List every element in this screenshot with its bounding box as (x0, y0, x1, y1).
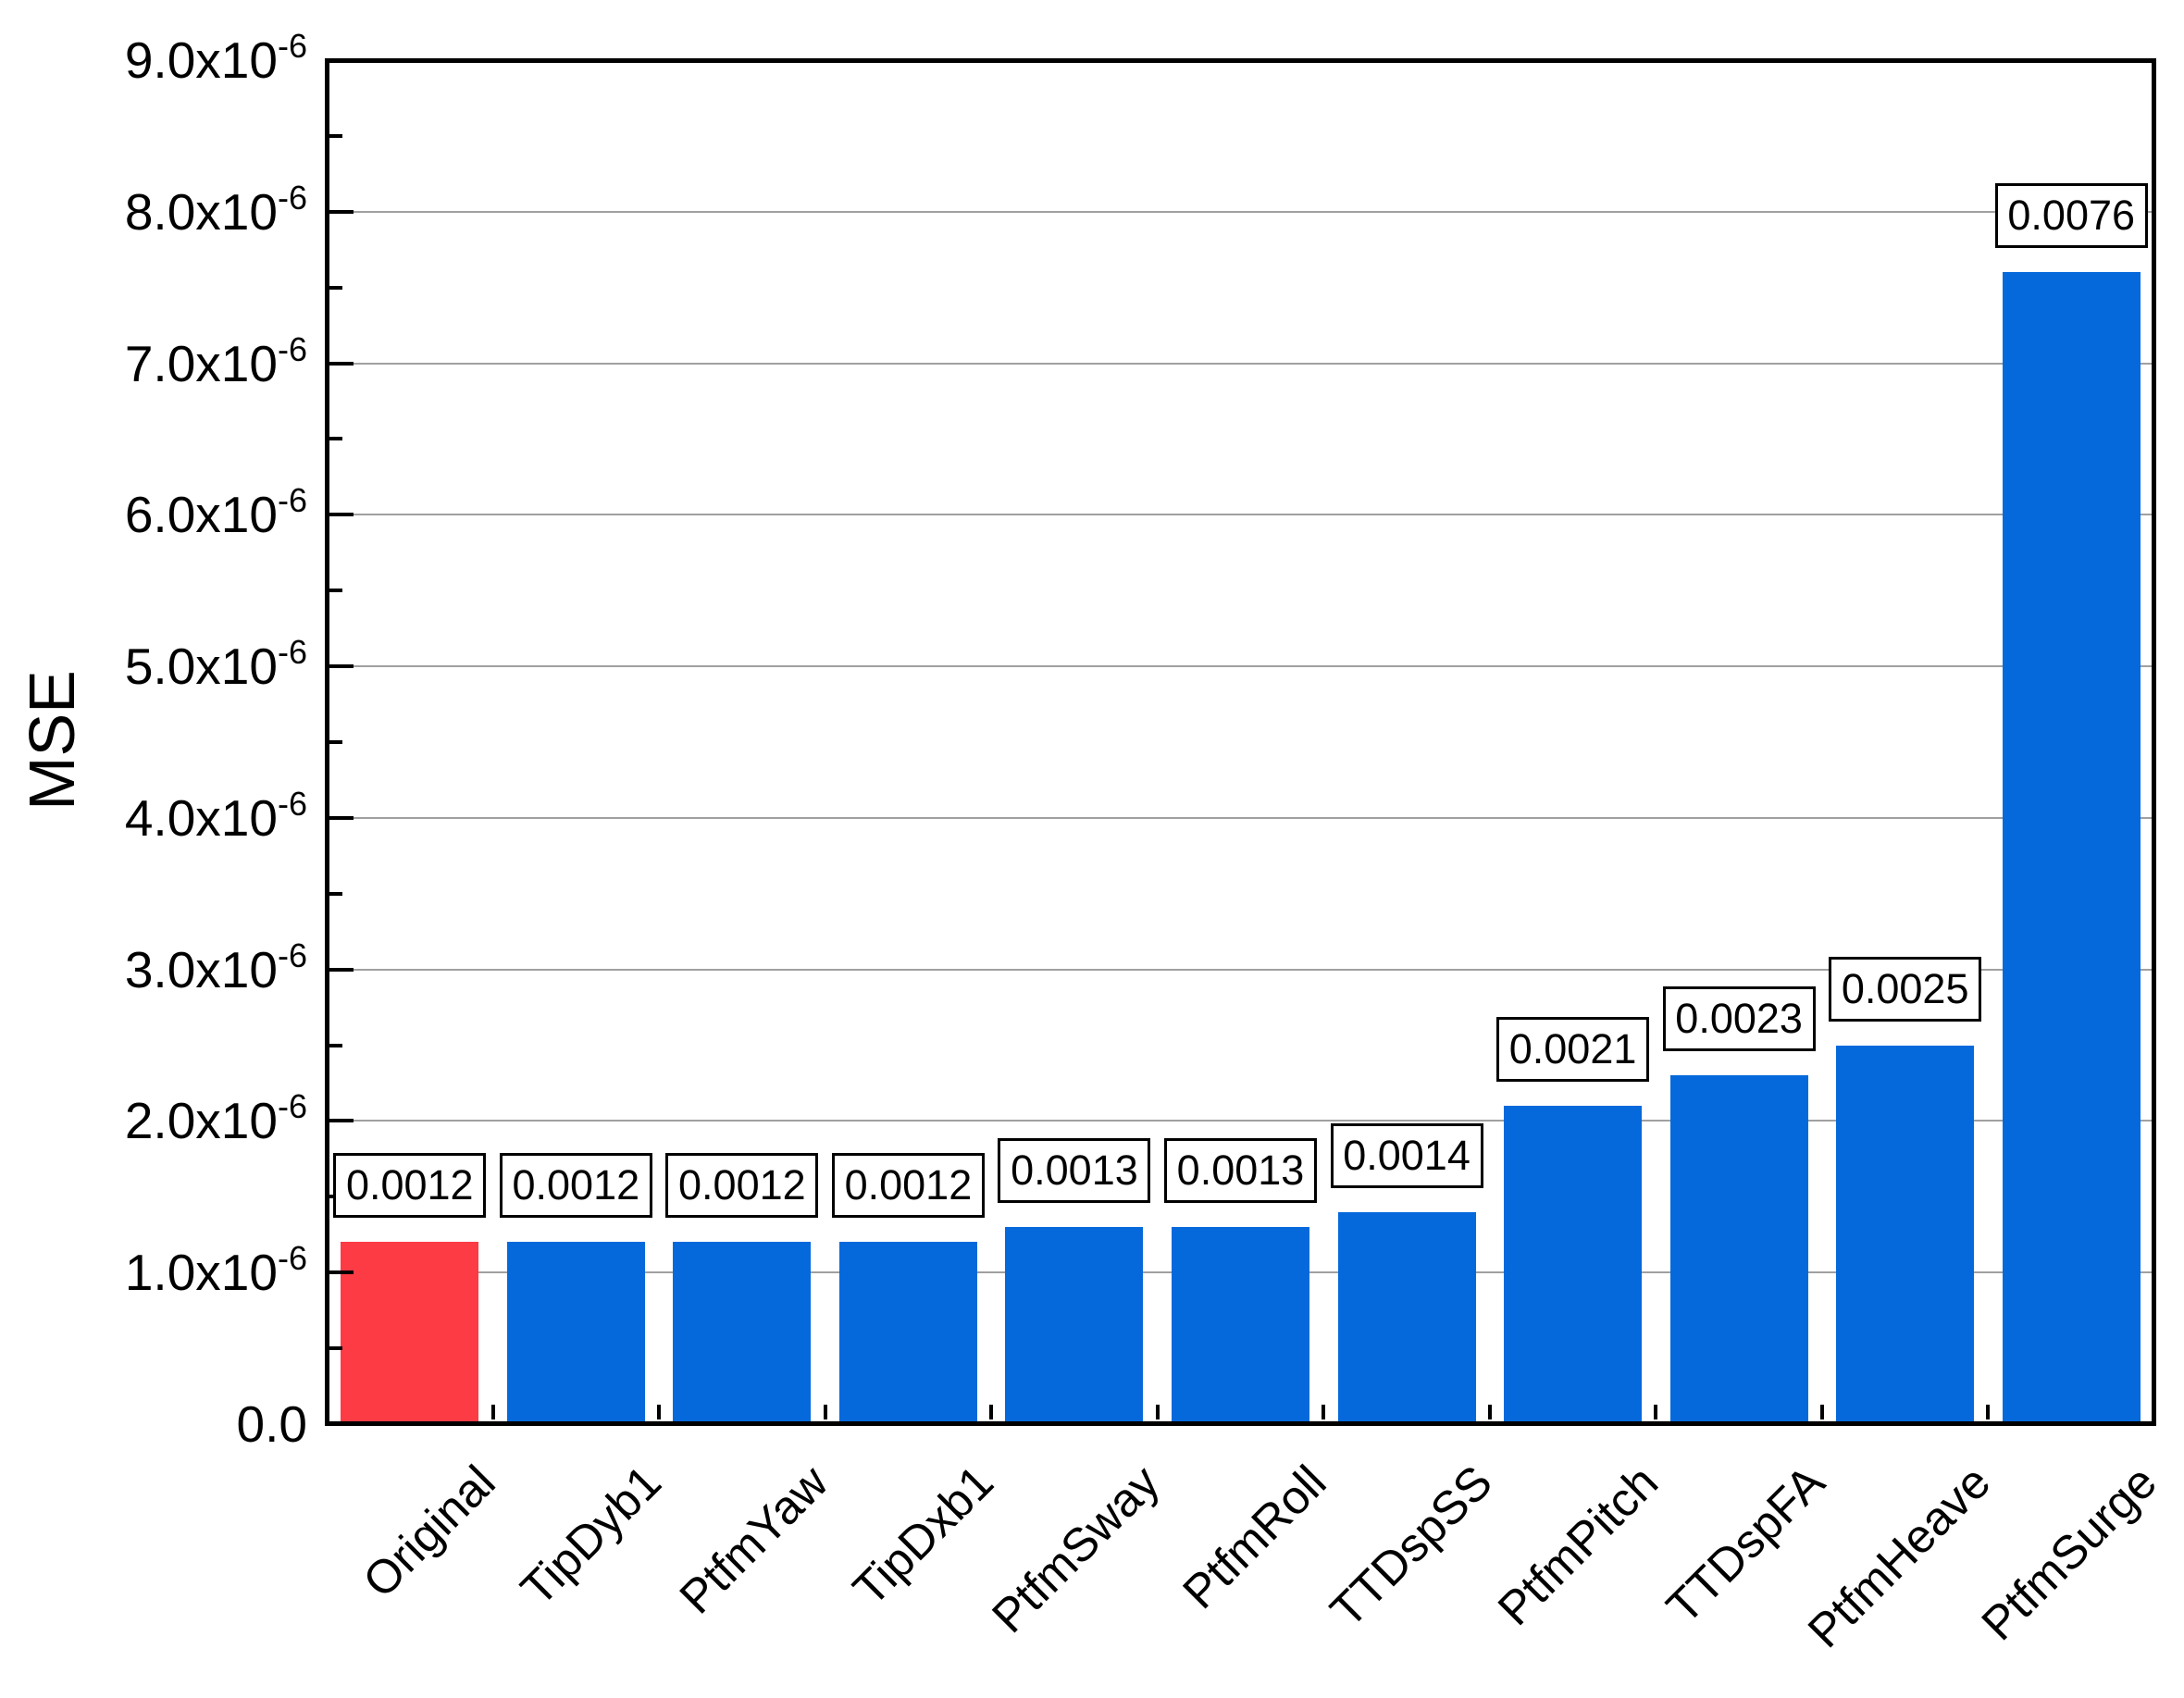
x-boundary-tick (1819, 1405, 1824, 1419)
bar-PtfmPitch (1504, 1106, 1643, 1422)
y-tick-exponent: -6 (277, 784, 307, 823)
x-boundary-tick (1654, 1405, 1658, 1419)
y-major-tick (329, 1119, 354, 1123)
y-tick-label: 7.0x10-6 (124, 329, 307, 394)
y-tick-exponent: -6 (277, 481, 307, 520)
bar-TTDspFA (1669, 1075, 1808, 1422)
y-tick-label: 9.0x10-6 (125, 30, 307, 91)
y-tick-label: 1.0x10-6 (125, 1242, 307, 1303)
y-tick-text: 6.0x10 (124, 486, 278, 544)
major-gridline (329, 1120, 2152, 1122)
x-category-label: PtfmPitch (1487, 1455, 1669, 1636)
bar-value-label: 0.0025 (1829, 956, 1982, 1022)
x-boundary-tick (1322, 1405, 1326, 1419)
y-tick-text: 7.0x10 (124, 334, 278, 392)
y-minor-tick (329, 1346, 342, 1351)
y-tick-text: 8.0x10 (124, 182, 278, 241)
x-category-label: TipDxb1 (843, 1455, 1004, 1616)
x-boundary-tick (1155, 1405, 1160, 1419)
y-tick-text: 2.0x10 (124, 1092, 278, 1150)
bar-TipDxb1 (838, 1242, 977, 1422)
x-category-label: PtfmSway (982, 1455, 1170, 1643)
bar-value-label: 0.0014 (1330, 1122, 1483, 1188)
y-minor-tick (329, 133, 342, 138)
bar-value-label: 0.0021 (1496, 1017, 1650, 1083)
bar-TTDspSS (1337, 1211, 1476, 1422)
x-boundary-tick (1986, 1405, 1991, 1419)
y-tick-label: 5.0x10-6 (125, 636, 307, 697)
major-gridline (329, 210, 2152, 213)
x-boundary-tick (657, 1405, 662, 1419)
y-tick-text: 0.0 (236, 1395, 307, 1453)
y-tick-label: 4.0x10-6 (125, 787, 307, 849)
y-tick-exponent: -6 (277, 329, 307, 368)
major-gridline (329, 514, 2152, 516)
y-tick-exponent: -6 (277, 936, 307, 974)
y-minor-tick (329, 589, 342, 593)
bar-PtfmHeave (1836, 1045, 1975, 1422)
y-major-tick (329, 664, 354, 669)
x-category-label: PtfmRoll (1172, 1455, 1336, 1619)
y-tick-text: 4.0x10 (124, 788, 278, 847)
x-category-label: TipDyb1 (511, 1455, 672, 1616)
bar-PtfmRoll (1172, 1227, 1309, 1422)
major-gridline (329, 816, 2152, 819)
bar-Original (341, 1242, 479, 1422)
bar-value-label: 0.0012 (665, 1153, 819, 1219)
y-tick-label: 6.0x10-6 (125, 484, 307, 545)
x-boundary-tick (823, 1405, 827, 1419)
y-tick-exponent: -6 (277, 178, 307, 217)
y-minor-tick (329, 1043, 342, 1047)
y-minor-tick (329, 285, 342, 290)
y-tick-text: 5.0x10 (124, 638, 278, 696)
y-axis-title: MSE (16, 670, 88, 811)
x-category-label: Original (353, 1455, 505, 1608)
y-tick-label: 3.0x10-6 (124, 936, 307, 1000)
y-tick-text: 3.0x10 (124, 940, 278, 998)
y-minor-tick (329, 891, 342, 896)
bar-value-label: 0.0012 (831, 1153, 985, 1219)
bar-value-label: 0.0013 (1164, 1138, 1317, 1204)
x-boundary-tick (490, 1405, 495, 1419)
y-tick-label: 8.0x10-6 (124, 178, 307, 242)
major-gridline (329, 968, 2152, 971)
bar-PtfmSurge (2002, 272, 2141, 1422)
y-tick-text: 9.0x10 (124, 31, 278, 89)
x-category-label: PtfmYaw (668, 1455, 838, 1624)
x-boundary-tick (989, 1405, 994, 1419)
y-major-tick (329, 209, 354, 214)
y-tick-label: 2.0x10-6 (125, 1090, 307, 1151)
y-tick-exponent: -6 (277, 27, 307, 65)
x-category-label: PtfmSurge (1971, 1455, 2167, 1651)
bar-value-label: 0.0012 (333, 1153, 487, 1219)
y-tick-label: 0.0 (237, 1394, 307, 1455)
y-minor-tick (329, 740, 342, 744)
bar-value-label: 0.0012 (499, 1153, 652, 1219)
y-tick-exponent: -6 (277, 1087, 307, 1126)
bar-TipDyb1 (506, 1242, 645, 1422)
bar-value-label: 0.0013 (998, 1138, 1151, 1204)
y-major-tick (329, 967, 354, 972)
bar-value-label: 0.0076 (1994, 183, 2148, 249)
y-tick-exponent: -6 (277, 633, 307, 672)
x-boundary-tick (1487, 1405, 1492, 1419)
y-minor-tick (329, 437, 342, 441)
bar-value-label: 0.0023 (1662, 986, 1816, 1052)
bar-PtfmSway (1005, 1227, 1144, 1422)
y-major-tick (329, 815, 354, 820)
y-tick-text: 1.0x10 (124, 1244, 278, 1302)
major-gridline (329, 362, 2152, 365)
plot-frame (325, 58, 2156, 1426)
bar-PtfmYaw (673, 1242, 812, 1422)
y-tick-exponent: -6 (277, 1239, 307, 1278)
y-major-tick (329, 361, 354, 366)
x-category-label: TTDspSS (1320, 1455, 1503, 1638)
y-major-tick (329, 513, 354, 517)
major-gridline (329, 665, 2152, 668)
y-major-tick (329, 1270, 354, 1275)
